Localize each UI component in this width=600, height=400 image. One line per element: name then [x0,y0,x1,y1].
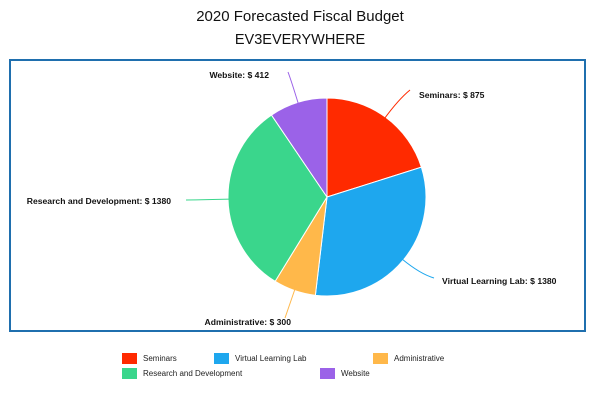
leader-line [185,198,231,201]
data-label: Seminars: $ 875 [419,90,485,100]
leader-line [383,89,411,120]
data-label: Administrative: $ 300 [205,317,292,327]
legend-label: Seminars [143,354,177,363]
leader-line [287,71,299,105]
legend-label: Virtual Learning Lab [235,354,307,363]
leader-line [284,288,296,319]
legend-item[interactable]: Administrative [373,353,444,364]
legend-swatch [373,353,388,364]
legend-swatch [122,368,137,379]
leader-line [401,258,435,279]
chart-frame [9,59,586,332]
chart-title: 2020 Forecasted Fiscal Budget [196,8,404,25]
legend-item[interactable]: Seminars [122,353,177,364]
legend-swatch [320,368,335,379]
legend-swatch [122,353,137,364]
legend-item[interactable]: Virtual Learning Lab [214,353,306,364]
legend-label: Administrative [394,354,445,363]
chart-subtitle: EV3EVERYWHERE [234,32,366,48]
data-label: Website: $ 412 [209,70,269,80]
legend-item[interactable]: Research and Development [122,368,242,379]
legend-item[interactable]: Website [320,368,370,379]
legend-label: Research and Development [143,369,243,378]
legend: Seminars Virtual Learning Lab Administrati… [0,349,600,389]
data-label: Virtual Learning Lab: $ 1380 [442,276,557,286]
data-label: Research and Development: $ 1380 [27,196,171,206]
legend-swatch [214,353,229,364]
legend-label: Website [341,369,370,378]
